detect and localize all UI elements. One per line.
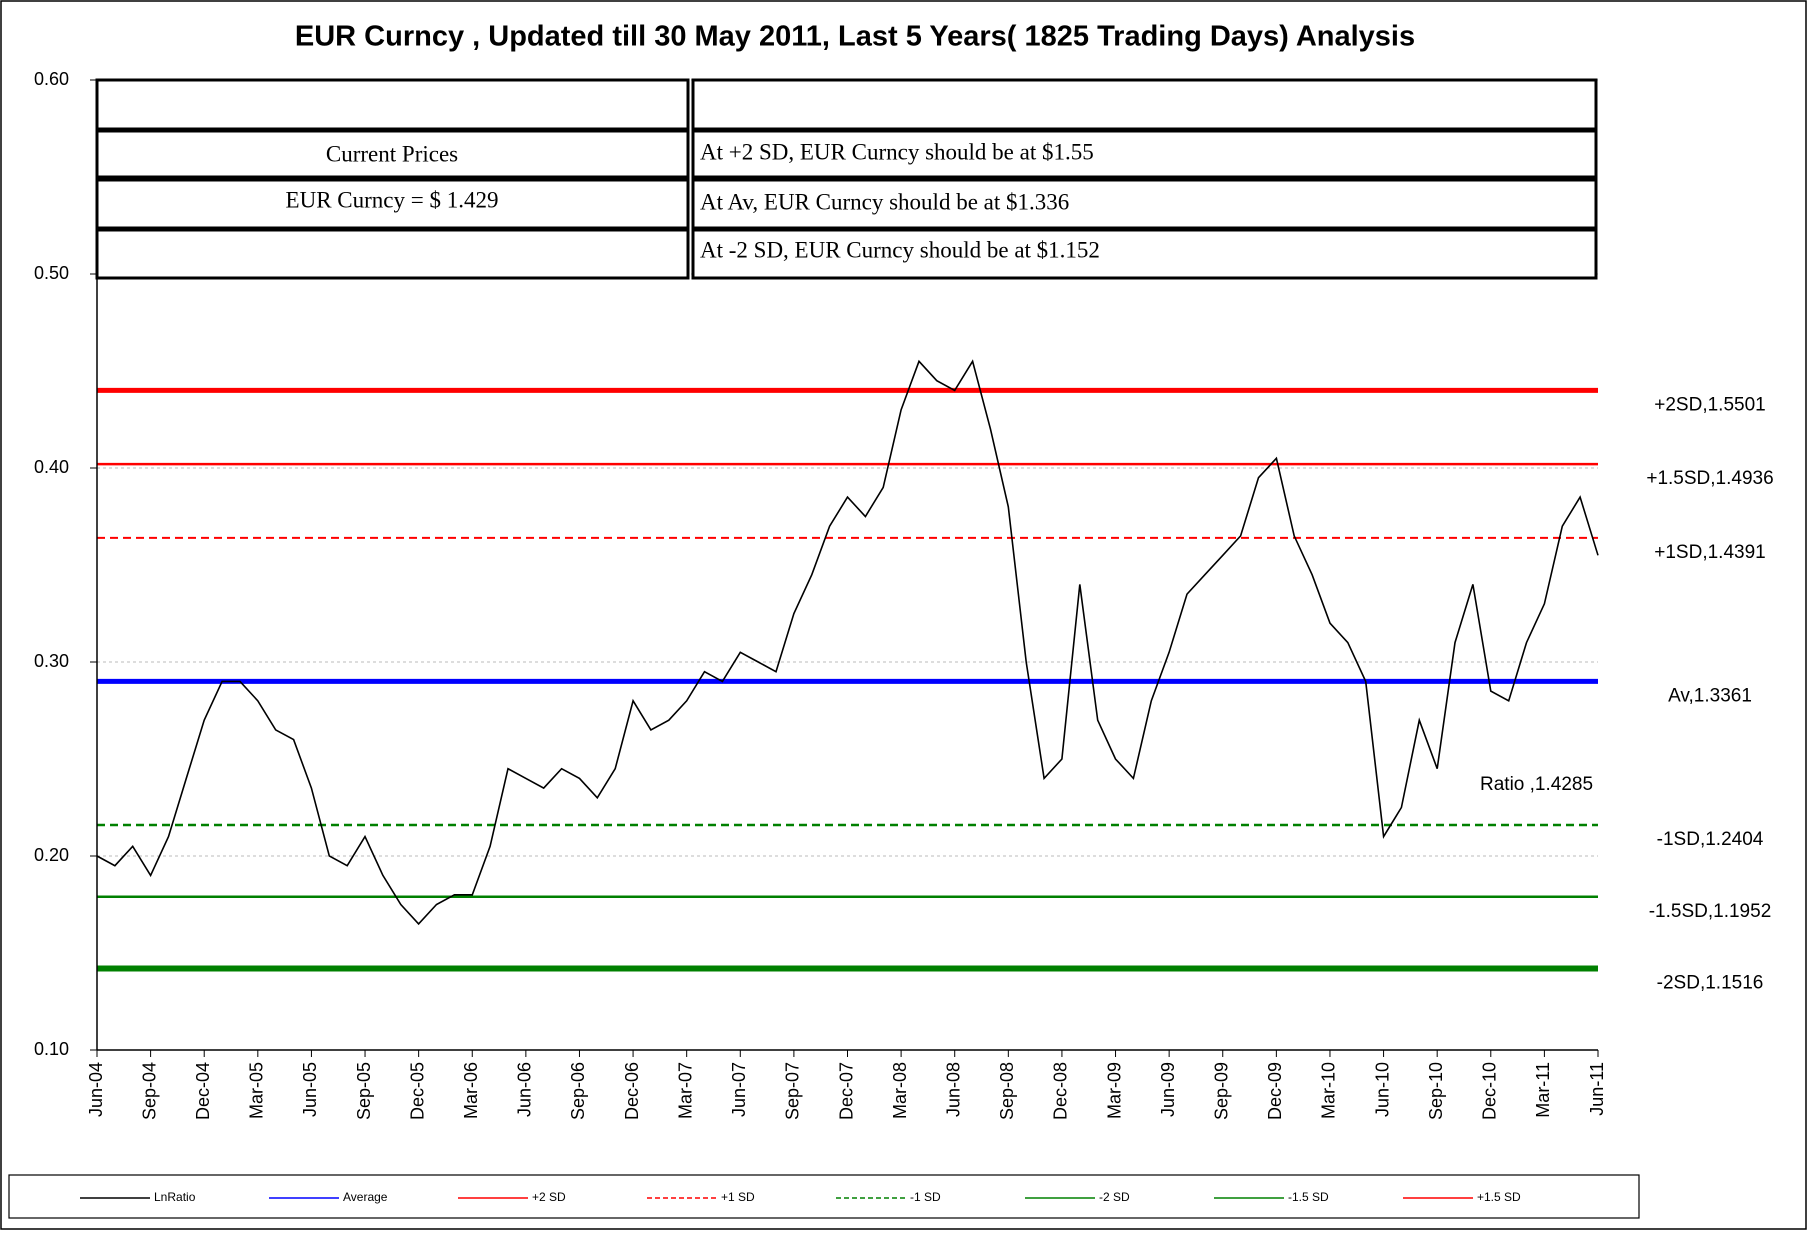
x-tick-label: Sep-05 (354, 1062, 374, 1120)
y-tick-label: 0.10 (34, 1039, 69, 1059)
table-cell (95, 228, 690, 280)
x-tick-label: Mar-09 (1104, 1062, 1124, 1119)
legend-label: +2 SD (532, 1190, 566, 1204)
table-text: At +2 SD, EUR Curncy should be at $1.55 (700, 139, 1094, 164)
x-tick-label: Dec-06 (622, 1062, 642, 1120)
legend-label: +1.5 SD (1477, 1190, 1521, 1204)
table-text: Current Prices (326, 141, 458, 166)
x-tick-label: Mar-07 (675, 1062, 695, 1119)
reference-label: +1.5SD,1.4936 (1646, 468, 1773, 489)
y-tick-label: 0.60 (34, 69, 69, 89)
x-tick-label: Sep-07 (783, 1062, 803, 1120)
x-tick-label: Mar-05 (247, 1062, 267, 1119)
x-tick-label: Mar-06 (461, 1062, 481, 1119)
annotation: Ratio ,1.4285 (1480, 774, 1593, 795)
legend-label: -2 SD (1099, 1190, 1130, 1204)
x-tick-label: Jun-10 (1372, 1062, 1392, 1117)
x-tick-label: Jun-05 (300, 1062, 320, 1117)
x-tick-label: Jun-08 (943, 1062, 963, 1117)
reference-label: -1.5SD,1.1952 (1649, 901, 1772, 922)
legend-label: -1.5 SD (1288, 1190, 1329, 1204)
x-tick-label: Jun-09 (1158, 1062, 1178, 1117)
x-tick-label: Dec-04 (193, 1062, 213, 1120)
x-tick-label: Mar-11 (1533, 1062, 1553, 1118)
x-tick-label: Dec-07 (836, 1062, 856, 1120)
x-tick-label: Jun-06 (515, 1062, 535, 1117)
x-tick-label: Sep-06 (568, 1062, 588, 1120)
x-tick-label: Sep-09 (1212, 1062, 1232, 1120)
reference-label: Av,1.3361 (1668, 685, 1752, 706)
legend-label: Average (343, 1190, 388, 1204)
x-tick-label: Jun-07 (729, 1062, 749, 1117)
x-tick-label: Mar-10 (1319, 1062, 1339, 1119)
reference-label: +1SD,1.4391 (1654, 542, 1765, 563)
table-text: At -2 SD, EUR Curncy should be at $1.152 (700, 237, 1100, 262)
x-tick-label: Dec-09 (1265, 1062, 1285, 1120)
legend-box (8, 1174, 1640, 1219)
table-cell (691, 129, 1598, 179)
data-line (96, 359, 1599, 926)
x-tick-label: Jun-04 (86, 1062, 106, 1117)
x-tick-label: Dec-05 (407, 1062, 427, 1120)
y-tick-label: 0.20 (34, 845, 69, 865)
x-tick-label: Dec-08 (1051, 1062, 1071, 1120)
table-text: EUR Curncy = $ 1.429 (286, 187, 499, 212)
legend-label: +1 SD (721, 1190, 755, 1204)
x-tick-label: Mar-08 (890, 1062, 910, 1119)
y-tick-label: 0.50 (34, 263, 69, 283)
x-tick-label: Jun-11 (1587, 1062, 1607, 1116)
reference-label: -1SD,1.2404 (1657, 829, 1764, 850)
y-tick-label: 0.40 (34, 457, 69, 477)
legend-label: LnRatio (154, 1190, 196, 1204)
table-text: At Av, EUR Curncy should be at $1.336 (700, 189, 1069, 214)
x-tick-label: Sep-10 (1426, 1062, 1446, 1120)
chart-title: EUR Curncy , Updated till 30 May 2011, L… (295, 21, 1415, 53)
x-tick-label: Dec-10 (1480, 1062, 1500, 1120)
table-cell (95, 78, 690, 131)
table-cell (691, 178, 1598, 230)
reference-label: +2SD,1.5501 (1654, 394, 1765, 415)
x-tick-label: Sep-04 (139, 1062, 159, 1120)
x-tick-label: Sep-08 (997, 1062, 1017, 1120)
table-cell (691, 228, 1598, 280)
y-tick-label: 0.30 (34, 651, 69, 671)
legend-label: -1 SD (910, 1190, 941, 1204)
reference-label: -2SD,1.1516 (1657, 973, 1764, 994)
table-cell (691, 78, 1598, 131)
